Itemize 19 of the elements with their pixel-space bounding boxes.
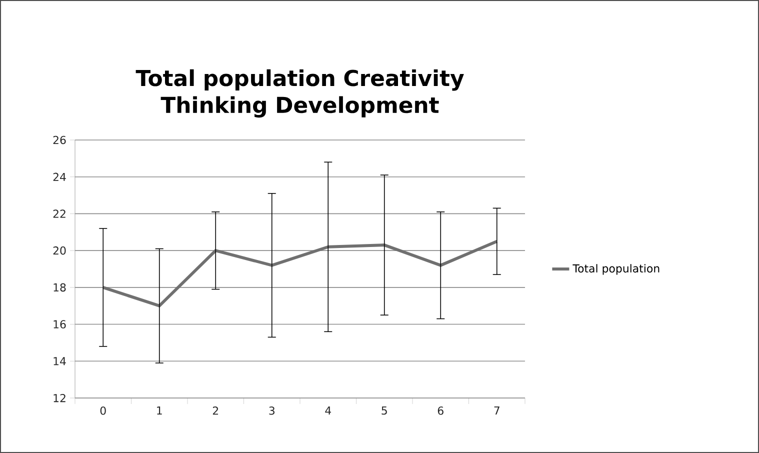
x-tick-label: 7 (494, 406, 500, 415)
x-tick-label: 5 (382, 406, 387, 415)
x-tick-label: 4 (325, 406, 331, 415)
y-tick-label: 26 (53, 136, 66, 144)
y-tick-label: 24 (53, 172, 66, 181)
chart-title: Total population Creativity Thinking Development (136, 69, 464, 118)
x-tick-label: 3 (269, 406, 274, 415)
y-tick-label: 20 (53, 246, 66, 255)
x-tick-label: 6 (438, 406, 444, 415)
x-tick-label: 2 (212, 406, 218, 415)
x-tick-label: 1 (157, 406, 162, 415)
y-tick-label: 18 (54, 283, 66, 292)
y-tick-label: 12 (54, 394, 66, 402)
y-tick-label: 14 (54, 357, 66, 366)
legend-label: Total population (572, 264, 660, 275)
x-tick-label: 0 (100, 406, 106, 415)
y-tick-label: 22 (53, 210, 66, 218)
y-tick-label: 16 (54, 320, 66, 328)
line-series (102, 240, 498, 308)
